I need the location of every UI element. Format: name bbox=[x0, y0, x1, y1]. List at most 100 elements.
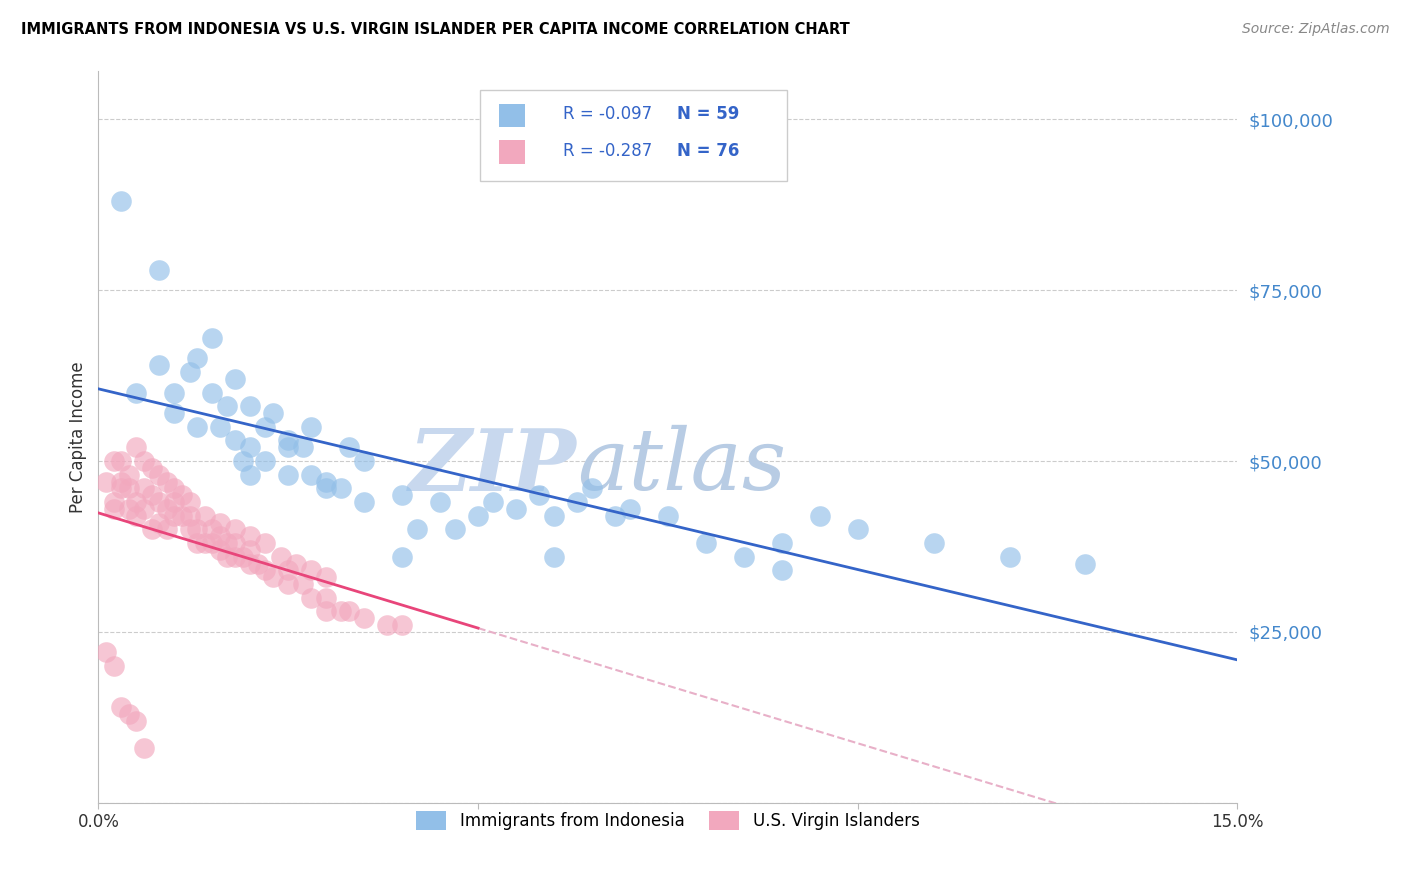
Point bbox=[846, 522, 869, 536]
Point bbox=[224, 522, 246, 536]
Point bbox=[277, 563, 299, 577]
Point bbox=[429, 495, 451, 509]
Point bbox=[224, 536, 246, 550]
Point bbox=[103, 501, 125, 516]
Point bbox=[998, 549, 1021, 564]
Point bbox=[565, 495, 588, 509]
Text: R = -0.097: R = -0.097 bbox=[562, 105, 652, 123]
Point bbox=[337, 440, 360, 454]
Point bbox=[179, 365, 201, 379]
Point bbox=[239, 542, 262, 557]
Point bbox=[262, 406, 284, 420]
Point bbox=[619, 501, 641, 516]
Point bbox=[103, 454, 125, 468]
Point bbox=[125, 385, 148, 400]
Point bbox=[201, 385, 224, 400]
Point bbox=[543, 508, 565, 523]
Point bbox=[391, 618, 413, 632]
Point bbox=[125, 440, 148, 454]
Point bbox=[118, 706, 141, 721]
Point bbox=[299, 420, 322, 434]
Point bbox=[277, 440, 299, 454]
Point bbox=[208, 529, 231, 543]
Point bbox=[292, 577, 315, 591]
Point bbox=[163, 385, 186, 400]
Point bbox=[315, 570, 337, 584]
Point bbox=[406, 522, 429, 536]
Point bbox=[254, 536, 277, 550]
Point bbox=[132, 741, 155, 756]
Point bbox=[292, 440, 315, 454]
Point bbox=[299, 563, 322, 577]
Point bbox=[132, 501, 155, 516]
Point bbox=[277, 467, 299, 482]
Point bbox=[353, 495, 375, 509]
Point bbox=[224, 434, 246, 448]
Point bbox=[110, 700, 132, 714]
Text: Source: ZipAtlas.com: Source: ZipAtlas.com bbox=[1241, 22, 1389, 37]
Point bbox=[208, 516, 231, 530]
Point bbox=[299, 591, 322, 605]
Point bbox=[277, 434, 299, 448]
Point bbox=[254, 420, 277, 434]
Point bbox=[239, 400, 262, 414]
Point bbox=[254, 563, 277, 577]
Point bbox=[118, 481, 141, 495]
Point bbox=[141, 522, 163, 536]
Point bbox=[284, 557, 307, 571]
Point bbox=[170, 488, 193, 502]
Point bbox=[527, 488, 550, 502]
Point bbox=[224, 549, 246, 564]
Point bbox=[262, 570, 284, 584]
Point bbox=[125, 508, 148, 523]
Point bbox=[141, 488, 163, 502]
Point bbox=[603, 508, 626, 523]
Point bbox=[299, 467, 322, 482]
Point bbox=[94, 475, 117, 489]
Point bbox=[170, 508, 193, 523]
Point bbox=[208, 420, 231, 434]
Point bbox=[148, 516, 170, 530]
Point bbox=[118, 501, 141, 516]
Text: IMMIGRANTS FROM INDONESIA VS U.S. VIRGIN ISLANDER PER CAPITA INCOME CORRELATION : IMMIGRANTS FROM INDONESIA VS U.S. VIRGIN… bbox=[21, 22, 849, 37]
Point bbox=[270, 549, 292, 564]
Text: N = 59: N = 59 bbox=[676, 105, 740, 123]
Point bbox=[179, 495, 201, 509]
Point bbox=[922, 536, 945, 550]
Point bbox=[110, 454, 132, 468]
Point bbox=[148, 467, 170, 482]
Point bbox=[337, 604, 360, 618]
Point bbox=[330, 604, 353, 618]
Point bbox=[179, 522, 201, 536]
Point bbox=[505, 501, 527, 516]
Point bbox=[156, 501, 179, 516]
Text: N = 76: N = 76 bbox=[676, 142, 740, 160]
Point bbox=[125, 714, 148, 728]
Point bbox=[163, 406, 186, 420]
Point bbox=[148, 495, 170, 509]
Point bbox=[482, 495, 505, 509]
Point bbox=[657, 508, 679, 523]
Point bbox=[391, 549, 413, 564]
Point bbox=[201, 536, 224, 550]
Point bbox=[141, 460, 163, 475]
FancyBboxPatch shape bbox=[499, 140, 524, 163]
Point bbox=[163, 508, 186, 523]
Point bbox=[581, 481, 603, 495]
Point bbox=[391, 488, 413, 502]
Point bbox=[239, 467, 262, 482]
Point bbox=[315, 604, 337, 618]
Point bbox=[353, 454, 375, 468]
Point bbox=[110, 481, 132, 495]
Point bbox=[194, 508, 217, 523]
Point bbox=[163, 495, 186, 509]
Text: atlas: atlas bbox=[576, 425, 786, 508]
Point bbox=[808, 508, 831, 523]
Point bbox=[217, 549, 239, 564]
Point bbox=[217, 400, 239, 414]
Point bbox=[132, 454, 155, 468]
Point bbox=[375, 618, 398, 632]
Point bbox=[239, 557, 262, 571]
Legend: Immigrants from Indonesia, U.S. Virgin Islanders: Immigrants from Indonesia, U.S. Virgin I… bbox=[408, 803, 928, 838]
Point bbox=[224, 372, 246, 386]
